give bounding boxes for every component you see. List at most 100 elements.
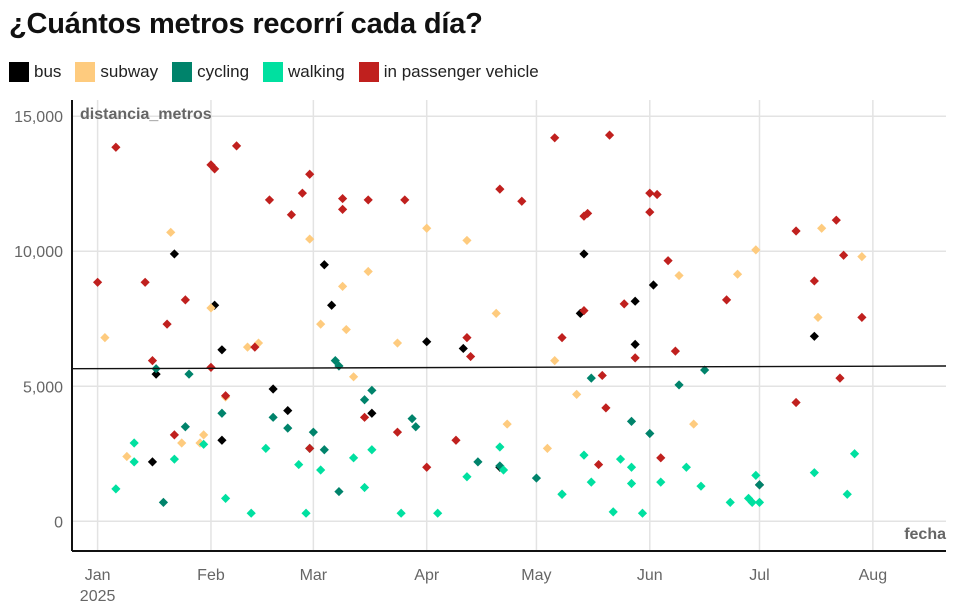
legend-label: bus bbox=[34, 62, 62, 81]
data-point-walking bbox=[842, 489, 852, 499]
data-point-cycling bbox=[531, 473, 542, 483]
data-point-walking bbox=[626, 478, 637, 489]
data-point-in-passenger-vehicle bbox=[400, 195, 410, 205]
data-point-in-passenger-vehicle bbox=[305, 443, 315, 453]
chart-legend: bus subway cycling walking in passenger vehi… bbox=[9, 62, 553, 82]
legend-swatch bbox=[75, 62, 96, 82]
data-point-in-passenger-vehicle bbox=[147, 356, 158, 366]
data-point-in-passenger-vehicle bbox=[557, 333, 567, 343]
data-point-subway bbox=[674, 270, 684, 281]
legend-item-walking: walking bbox=[263, 62, 345, 82]
data-point-walking bbox=[725, 497, 735, 507]
data-point-in-passenger-vehicle bbox=[462, 333, 472, 343]
data-point-in-passenger-vehicle bbox=[517, 196, 527, 206]
data-point-subway bbox=[166, 227, 176, 237]
data-point-subway bbox=[502, 419, 512, 429]
series-in-passenger-vehicle bbox=[92, 130, 867, 472]
legend-swatch bbox=[358, 62, 379, 82]
x-tick-label: Apr bbox=[414, 567, 440, 584]
data-point-in-passenger-vehicle bbox=[809, 276, 819, 286]
data-point-in-passenger-vehicle bbox=[670, 346, 680, 356]
data-point-cycling bbox=[754, 480, 765, 490]
data-point-in-passenger-vehicle bbox=[835, 373, 845, 383]
data-point-in-passenger-vehicle bbox=[839, 250, 849, 260]
data-point-walking bbox=[849, 449, 860, 459]
data-point-cycling bbox=[626, 416, 637, 426]
data-point-bus bbox=[579, 249, 589, 259]
data-point-bus bbox=[151, 369, 161, 379]
data-point-walking bbox=[199, 439, 209, 449]
data-point-in-passenger-vehicle bbox=[495, 184, 505, 194]
data-points bbox=[92, 130, 867, 518]
data-point-walking bbox=[637, 508, 648, 518]
data-point-cycling bbox=[308, 427, 318, 437]
legend-item-subway: subway bbox=[75, 62, 158, 82]
legend-swatch bbox=[9, 62, 29, 82]
data-point-walking bbox=[359, 482, 370, 493]
data-point-subway bbox=[422, 223, 432, 233]
data-point-cycling bbox=[473, 457, 483, 467]
data-point-walking bbox=[681, 462, 691, 472]
data-point-in-passenger-vehicle bbox=[338, 193, 348, 204]
data-point-walking bbox=[316, 465, 326, 475]
data-point-subway bbox=[751, 245, 761, 255]
data-point-walking bbox=[495, 442, 505, 452]
x-tick-label: Feb bbox=[197, 567, 225, 584]
data-point-subway bbox=[338, 281, 348, 291]
data-point-bus bbox=[319, 260, 329, 270]
data-point-in-passenger-vehicle bbox=[583, 208, 593, 219]
y-axis-title: distancia_metros bbox=[80, 106, 212, 123]
data-point-bus bbox=[648, 280, 659, 290]
data-point-cycling bbox=[411, 422, 421, 432]
data-point-bus bbox=[367, 408, 377, 418]
data-point-in-passenger-vehicle bbox=[601, 403, 611, 413]
data-point-walking bbox=[462, 472, 472, 482]
data-point-subway bbox=[348, 372, 359, 382]
data-point-subway bbox=[206, 303, 216, 313]
data-point-walking bbox=[367, 445, 377, 455]
data-point-in-passenger-vehicle bbox=[652, 189, 662, 200]
data-point-bus bbox=[630, 296, 640, 306]
data-point-walking bbox=[111, 484, 121, 494]
data-point-in-passenger-vehicle bbox=[206, 362, 216, 372]
data-point-cycling bbox=[700, 365, 710, 375]
data-point-walking bbox=[129, 438, 139, 448]
data-point-in-passenger-vehicle bbox=[363, 195, 373, 205]
data-point-cycling bbox=[367, 385, 377, 395]
data-point-walking bbox=[608, 507, 618, 517]
data-point-walking bbox=[396, 508, 406, 518]
data-point-walking bbox=[586, 477, 596, 487]
data-point-subway bbox=[363, 266, 373, 277]
x-tick-label: Aug bbox=[859, 567, 887, 584]
data-point-cycling bbox=[319, 445, 329, 455]
data-point-subway bbox=[100, 333, 110, 343]
data-point-cycling bbox=[359, 395, 370, 405]
data-point-walking bbox=[169, 454, 179, 464]
data-point-walking bbox=[809, 468, 819, 478]
data-point-walking bbox=[433, 508, 443, 518]
data-point-in-passenger-vehicle bbox=[593, 459, 604, 470]
data-point-in-passenger-vehicle bbox=[466, 351, 476, 362]
data-point-bus bbox=[268, 384, 278, 394]
data-point-in-passenger-vehicle bbox=[721, 295, 732, 305]
axes: Jan 2025 Feb Mar Apr May Jun Jul Aug 0 5,000 10,000… bbox=[14, 100, 946, 603]
data-point-bus bbox=[217, 435, 227, 445]
data-point-subway bbox=[462, 235, 472, 246]
data-point-in-passenger-vehicle bbox=[250, 342, 260, 352]
data-point-bus bbox=[147, 457, 158, 467]
data-point-walking bbox=[220, 493, 231, 503]
data-point-subway bbox=[491, 308, 501, 318]
data-point-in-passenger-vehicle bbox=[140, 277, 150, 287]
data-point-in-passenger-vehicle bbox=[169, 430, 179, 440]
data-point-walking bbox=[261, 443, 271, 453]
data-point-bus bbox=[809, 331, 819, 341]
x-tick-label: May bbox=[521, 567, 551, 584]
data-point-in-passenger-vehicle bbox=[857, 312, 867, 322]
x-axis-title: fecha bbox=[904, 526, 946, 543]
data-point-cycling bbox=[180, 422, 190, 432]
series-cycling bbox=[151, 356, 765, 507]
data-point-in-passenger-vehicle bbox=[305, 169, 315, 179]
data-point-bus bbox=[575, 308, 585, 318]
data-point-in-passenger-vehicle bbox=[359, 412, 370, 422]
data-point-walking bbox=[579, 450, 589, 460]
